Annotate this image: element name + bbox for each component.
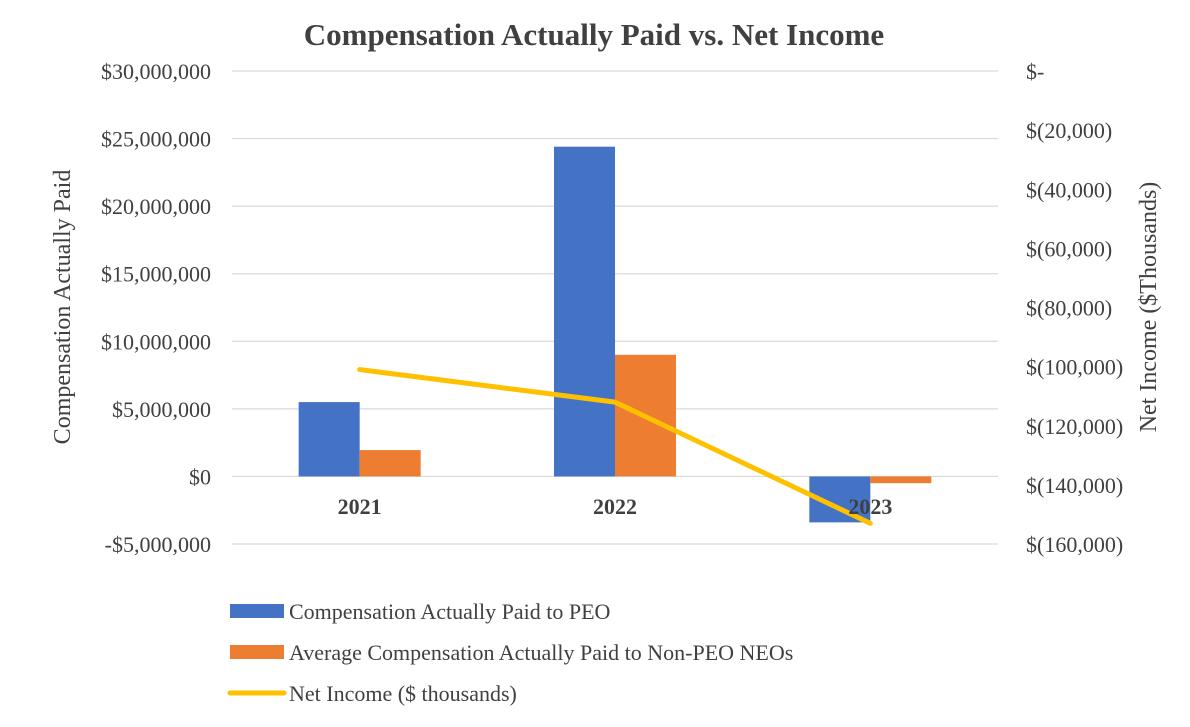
legend-swatch-non-peo <box>230 645 284 659</box>
right-tick-label: $(140,000) <box>1026 473 1123 498</box>
right-tick-label: $(160,000) <box>1026 532 1123 557</box>
bar-non-peo <box>359 450 421 477</box>
left-axis-tick-labels: $30,000,000 $25,000,000 $20,000,000 $15,000… <box>101 59 211 557</box>
category-label: 2023 <box>848 494 892 519</box>
bar-non-peo <box>870 476 932 484</box>
right-tick-label: $(60,000) <box>1026 236 1112 261</box>
right-axis-tick-labels: $- $(20,000) $(40,000) $(60,000) $(80,000) $(… <box>1026 59 1123 557</box>
right-tick-label: $(80,000) <box>1026 296 1112 321</box>
right-axis-title: Net Income ($Thousands) <box>1136 182 1162 433</box>
legend-label: Average Compensation Actually Paid to No… <box>289 640 793 665</box>
left-axis-title: Compensation Actually Paid <box>50 170 76 445</box>
legend-label: Net Income ($ thousands) <box>289 681 517 706</box>
right-tick-label: $(20,000) <box>1026 118 1112 143</box>
left-tick-label: $30,000,000 <box>101 59 211 84</box>
right-tick-label: $(100,000) <box>1026 355 1123 380</box>
category-label: 2021 <box>338 494 382 519</box>
category-labels: 2021 2022 2023 <box>338 494 893 519</box>
chart-title: Compensation Actually Paid vs. Net Incom… <box>304 17 884 52</box>
bars <box>298 146 932 523</box>
left-tick-label: $20,000,000 <box>101 194 211 219</box>
left-tick-label: $10,000,000 <box>101 329 211 354</box>
left-tick-label: $0 <box>189 464 211 489</box>
left-tick-label: $5,000,000 <box>112 397 211 422</box>
bar-peo <box>554 146 615 477</box>
left-tick-label: $25,000,000 <box>101 127 211 152</box>
left-tick-label: $15,000,000 <box>101 262 211 287</box>
net-income-line-layer <box>357 367 873 526</box>
legend: Compensation Actually Paid to PEO Average… <box>227 599 793 706</box>
legend-label: Compensation Actually Paid to PEO <box>289 599 610 624</box>
bar-peo <box>298 402 360 477</box>
left-tick-label: -$5,000,000 <box>105 532 211 557</box>
right-tick-label: $(40,000) <box>1026 177 1112 202</box>
net-income-line <box>357 367 873 526</box>
right-tick-label: $- <box>1026 59 1044 84</box>
category-label: 2022 <box>593 494 637 519</box>
right-tick-label: $(120,000) <box>1026 414 1123 439</box>
legend-swatch-peo <box>230 604 284 618</box>
